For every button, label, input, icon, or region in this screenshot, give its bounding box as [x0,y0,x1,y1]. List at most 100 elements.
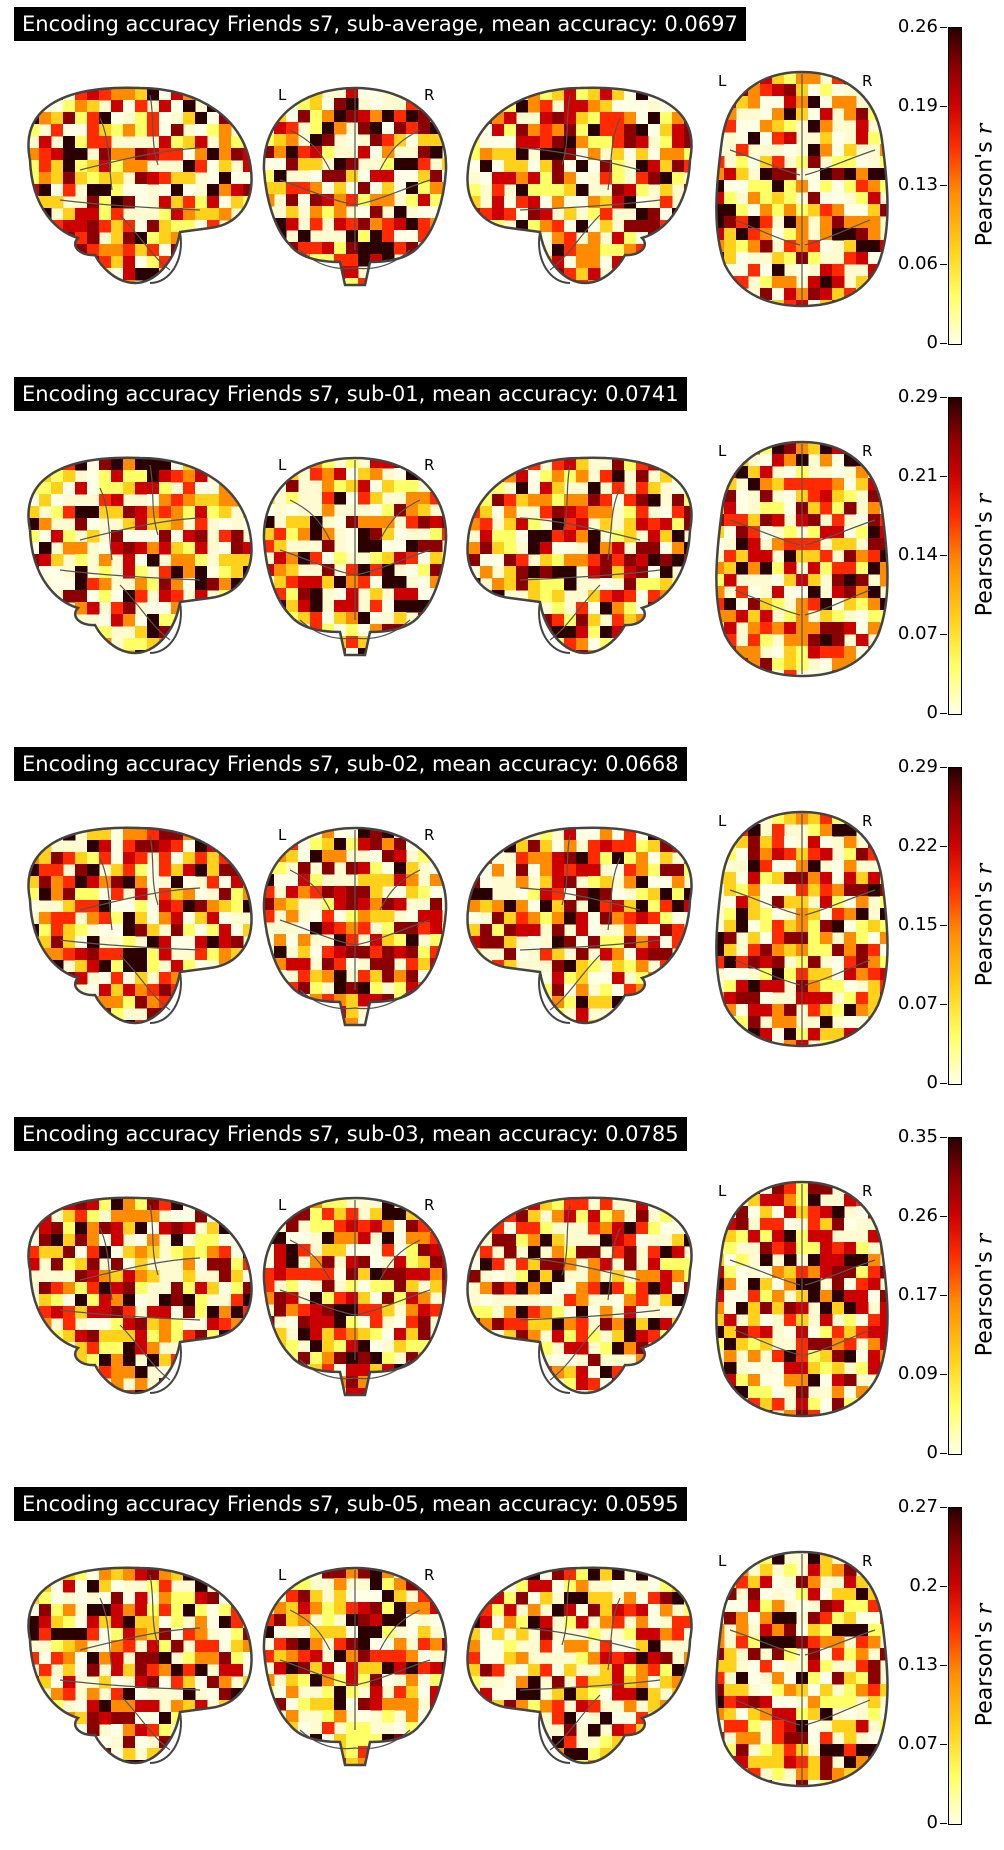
colorbar-tick-label: 0.15 [897,914,938,935]
colorbar-tick-label: 0.22 [897,835,938,856]
colorbar-tick-label: 0.07 [897,1733,938,1754]
sulcus-line [561,834,571,906]
panel-title: Encoding accuracy Friends s7, sub-averag… [14,7,746,41]
activation-map-sag-left [28,1568,252,1764]
colorbar-tick-mark [940,1083,947,1084]
sulcus-line [99,487,113,561]
sulcus-line [59,939,201,951]
colorbar-tick-mark [940,1744,947,1745]
panel-title: Encoding accuracy Friends s7, sub-02, me… [14,747,687,781]
colorbar-label-prefix: Pearson's [972,874,998,987]
colorbar-tick-label: 0.17 [897,1284,938,1305]
activation-map-coronal [263,1568,447,1765]
colorbar-tick-label: 0 [926,702,938,723]
sulcus-line [729,149,801,176]
brain-panel: Encoding accuracy Friends s7, sub-averag… [0,0,1004,370]
sulcus-line [519,1679,661,1691]
cerebellum-outline [538,231,571,284]
sulcus-line [729,1629,801,1656]
sulcus-line [561,1574,571,1646]
sulcus-line [729,519,801,546]
sulcus-line [379,499,421,541]
colorbar-label-variable: r [972,1603,998,1615]
colorbar-label: Pearson's r [973,1604,998,1726]
colorbar-tick-mark [940,925,947,926]
sulcus-line [289,869,331,911]
hemisphere-right-label: R [424,86,434,104]
activation-map-sag-left [28,458,252,654]
sulcus-line [607,487,621,561]
sulcus-line [279,1659,431,1686]
hemisphere-left-label: L [718,812,727,830]
hemisphere-right-label: R [862,1552,872,1570]
sulcus-line [299,619,411,640]
sulcus-line [289,499,331,541]
sulcus-line [804,589,871,616]
brain-outline-axial [715,440,889,678]
hemisphere-left-label: L [718,442,727,460]
colorbar [948,767,962,1085]
hemisphere-right-label: R [862,812,872,830]
colorbar-label-prefix: Pearson's [972,1614,998,1727]
panel-title: Encoding accuracy Friends s7, sub-05, me… [14,1487,687,1521]
cerebellum-outline [538,971,571,1024]
hemisphere-left-label: L [278,1566,287,1584]
sulcus-line [149,1204,159,1276]
sulcus-line [59,1309,201,1321]
brain-outline-axial [715,810,889,1048]
colorbar-tick-mark [940,1004,947,1005]
colorbar-tick-label: 0.21 [897,465,938,486]
sulcus-line [607,857,621,931]
sulcus-line [379,1239,421,1281]
colorbar-tick-mark [940,1823,947,1824]
sulcus-line [99,1597,113,1671]
sulcus-line [279,549,431,576]
panel-title: Encoding accuracy Friends s7, sub-03, me… [14,1117,687,1151]
hemisphere-left-label: L [718,72,727,90]
brain-outline-coronal [262,826,448,1027]
sulcus-line [519,1309,661,1321]
colorbar-label-prefix: Pearson's [972,504,998,617]
sulcus-line [804,1329,871,1356]
colorbar-label: Pearson's r [973,1234,998,1356]
colorbar-tick-mark [940,1453,947,1454]
colorbar-tick-mark [940,185,947,186]
activation-map-coronal [263,1198,447,1395]
sulcus-line [299,1729,411,1750]
colorbar-tick-label: 0 [926,1442,938,1463]
colorbar-tick-label: 0 [926,1812,938,1833]
colorbar [948,27,962,345]
brain-outline-coronal [262,86,448,287]
brain-panel: Encoding accuracy Friends s7, sub-03, me… [0,1110,1004,1480]
sulcus-line [99,857,113,931]
sulcus-line [59,199,201,211]
colorbar-tick-label: 0.07 [897,993,938,1014]
sulcus-line [519,887,641,911]
brain-outline-coronal [262,1566,448,1767]
sulcus-line [804,1699,871,1726]
sulcus-line [99,117,113,191]
sulcus-line [299,249,411,270]
sulcus-line [279,179,431,206]
colorbar-tick-label: 0.29 [897,756,938,777]
sulcus-line [734,219,801,246]
colorbar-label: Pearson's r [973,494,998,616]
sulcus-line [804,1629,876,1656]
colorbar-tick-mark [940,27,947,28]
colorbar-tick-mark [940,343,947,344]
sulcus-line [149,834,159,906]
colorbar-tick-label: 0.13 [897,174,938,195]
sulcus-line [734,1699,801,1726]
sulcus-line [519,147,641,171]
colorbar-tick-mark [940,846,947,847]
sulcus-line [804,519,876,546]
activation-map-sag-left [28,828,252,1024]
colorbar-tick-mark [940,397,947,398]
panel-title: Encoding accuracy Friends s7, sub-01, me… [14,377,687,411]
brain-outline-axial [715,70,889,308]
brain-outline-axial [715,1180,889,1418]
sulcus-line [279,919,431,946]
sulcus-line [804,149,876,176]
sulcus-line [59,1679,201,1691]
sulcus-line [607,1227,621,1301]
